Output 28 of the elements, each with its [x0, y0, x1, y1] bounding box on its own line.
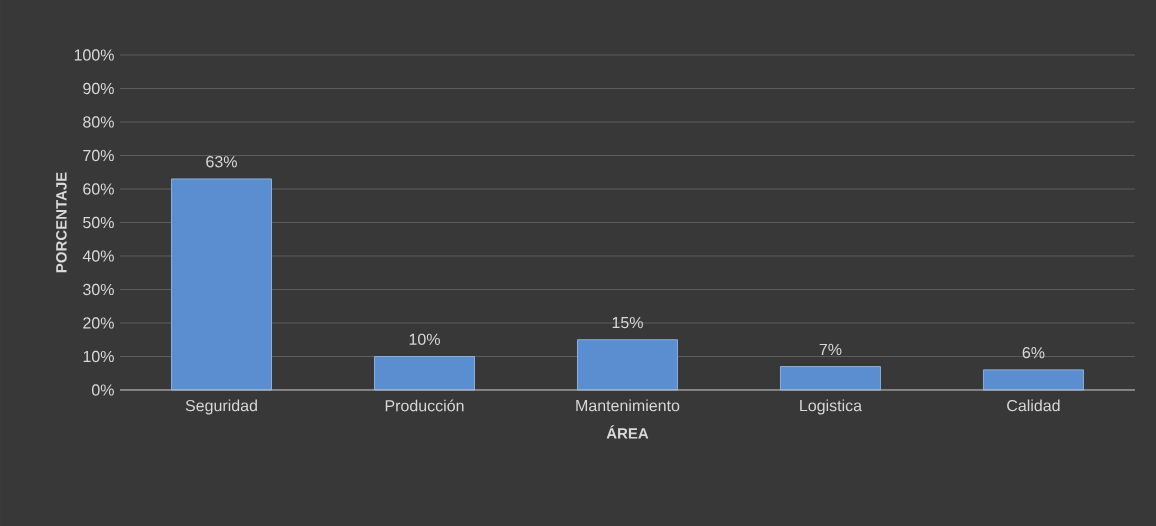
x-tick-label: Seguridad — [185, 399, 257, 415]
y-tick-label: 100% — [74, 49, 114, 61]
bar — [982, 369, 1084, 391]
y-tick-label: 30% — [83, 283, 114, 296]
y-tick-label: 50% — [83, 216, 114, 229]
bar — [373, 355, 475, 391]
y-tick-label: 20% — [83, 317, 114, 329]
y-tick-label: 60% — [83, 183, 114, 195]
bar — [576, 339, 678, 391]
x-tick-label: Calidad — [1007, 399, 1060, 412]
data-label: 7% — [819, 343, 842, 355]
y-tick-label: 80% — [83, 116, 114, 128]
y-tick-label: 70% — [83, 149, 114, 162]
y-tick-label: 10% — [83, 350, 114, 363]
x-tick-label: Producción — [385, 399, 464, 412]
y-tick-label: 90% — [83, 82, 114, 95]
data-label: 10% — [409, 333, 440, 345]
bar — [779, 366, 881, 391]
x-tick-label: Logistica — [800, 399, 863, 415]
data-label: 15% — [612, 316, 643, 329]
bar — [171, 178, 273, 391]
y-tick-label: 40% — [82, 250, 114, 262]
data-label: 63% — [206, 156, 237, 168]
x-tick-label: Mantenimiento — [576, 399, 680, 412]
y-tick-label: 0% — [91, 384, 114, 396]
x-axis-title: ÁREA — [606, 425, 649, 439]
data-label: 6% — [1022, 347, 1045, 359]
y-axis-title: PORCENTAJE — [56, 172, 67, 273]
